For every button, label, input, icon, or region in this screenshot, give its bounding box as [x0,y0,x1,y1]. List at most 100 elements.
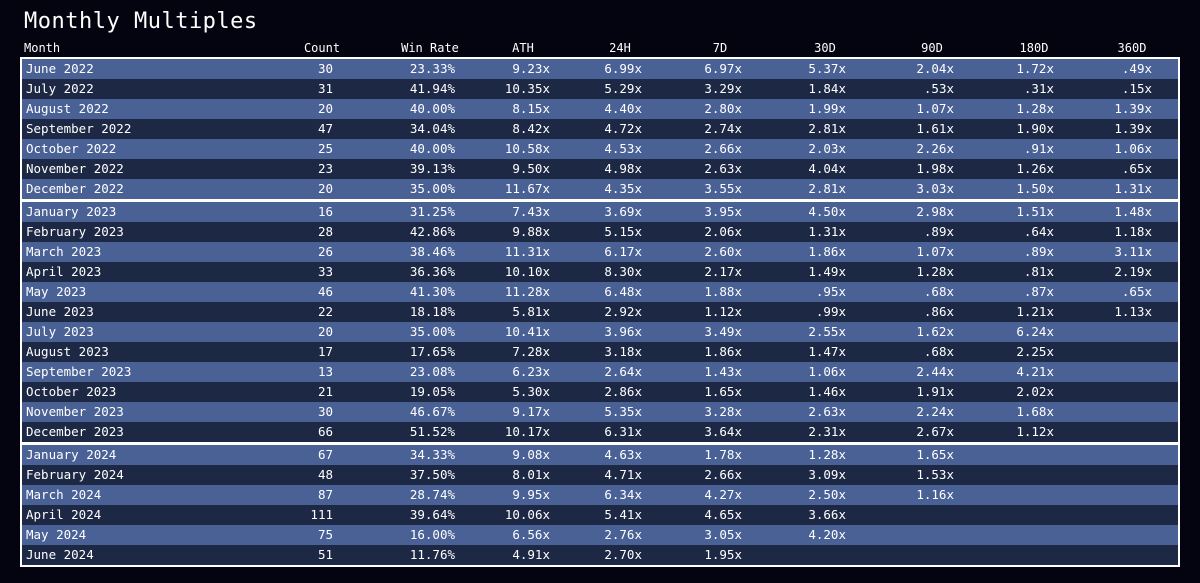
cell-24h: 2.92x [604,304,642,319]
cell-360d: 3.11x [1114,244,1152,259]
cell-24h: 3.18x [604,344,642,359]
cell-90d: 1.62x [916,324,954,339]
table-row: March 2023 26 38.46% 11.31x 6.17x 2.60x 1.86x 1… [22,242,1178,262]
cell-win-rate: 41.94% [409,81,455,96]
cell-7d: 2.74x [704,121,742,136]
cell-30d: .99x [815,304,846,319]
cell-360d: 1.39x [1114,121,1152,136]
cell-month: July 2023 [26,324,94,339]
cell-360d: .49x [1121,61,1152,76]
cell-30d: 1.46x [808,384,846,399]
cell-month: June 2022 [26,61,94,76]
cell-win-rate: 39.13% [409,161,455,176]
cell-win-rate: 35.00% [409,324,455,339]
cell-ath: 6.56x [512,527,550,542]
cell-month: May 2024 [26,527,87,542]
cell-180d: .81x [1023,264,1054,279]
cell-30d: 3.09x [808,467,846,482]
cell-24h: 6.48x [604,284,642,299]
column-header-month: Month [24,41,61,55]
cell-win-rate: 39.64% [409,507,455,522]
cell-7d: 2.66x [704,467,742,482]
cell-ath: 5.30x [512,384,550,399]
cell-count: 66 [317,424,333,439]
cell-count: 22 [317,304,333,319]
cell-180d: 4.21x [1016,364,1054,379]
cell-30d: 1.84x [808,81,846,96]
cell-count: 20 [317,101,333,116]
cell-ath: 6.23x [512,364,550,379]
cell-count: 13 [317,364,333,379]
cell-7d: 3.49x [704,324,742,339]
cell-count: 30 [317,61,333,76]
cell-ath: 11.28x [504,284,550,299]
cell-24h: 3.96x [604,324,642,339]
cell-7d: 6.97x [704,61,742,76]
cell-ath: 9.50x [512,161,550,176]
cell-ath: 10.06x [504,507,550,522]
cell-24h: 4.35x [604,181,642,196]
cell-count: 67 [317,447,333,462]
cell-180d: 1.90x [1016,121,1054,136]
cell-month: April 2023 [26,264,102,279]
cell-count: 31 [317,81,333,96]
cell-7d: 1.88x [704,284,742,299]
cell-month: June 2024 [26,547,94,562]
cell-180d: 6.24x [1016,324,1054,339]
cell-win-rate: 46.67% [409,404,455,419]
cell-180d: 1.21x [1016,304,1054,319]
cell-count: 16 [317,204,333,219]
cell-360d: 1.18x [1114,224,1152,239]
cell-90d: 1.28x [916,264,954,279]
cell-90d: .53x [923,81,954,96]
cell-90d: 2.24x [916,404,954,419]
cell-7d: 2.63x [704,161,742,176]
cell-win-rate: 16.00% [409,527,455,542]
cell-win-rate: 40.00% [409,101,455,116]
cell-7d: 1.95x [704,547,742,562]
cell-win-rate: 42.86% [409,224,455,239]
cell-7d: 2.80x [704,101,742,116]
cell-24h: 2.76x [604,527,642,542]
cell-24h: 5.35x [604,404,642,419]
cell-month: October 2022 [26,141,117,156]
cell-90d: 1.65x [916,447,954,462]
cell-win-rate: 11.76% [409,547,455,562]
cell-7d: 1.86x [704,344,742,359]
cell-180d: .31x [1023,81,1054,96]
cell-90d: 2.67x [916,424,954,439]
table-row: February 2023 28 42.86% 9.88x 5.15x 2.06x 1.31… [22,222,1178,242]
cell-24h: 6.31x [604,424,642,439]
cell-month: July 2022 [26,81,94,96]
cell-month: November 2022 [26,161,124,176]
cell-180d: .91x [1023,141,1054,156]
table-row: July 2022 31 41.94% 10.35x 5.29x 3.29x 1.84x .5… [22,79,1178,99]
cell-count: 47 [317,121,333,136]
cell-360d: 2.19x [1114,264,1152,279]
cell-180d: .64x [1023,224,1054,239]
cell-month: January 2024 [26,447,117,462]
cell-360d: .65x [1121,161,1152,176]
cell-24h: 8.30x [604,264,642,279]
table-row: December 2023 66 51.52% 10.17x 6.31x 3.64x 2.3… [22,422,1178,442]
cell-month: December 2023 [26,424,124,439]
cell-7d: 1.12x [704,304,742,319]
cell-ath: 4.91x [512,547,550,562]
cell-ath: 10.58x [504,141,550,156]
cell-count: 21 [317,384,333,399]
cell-count: 17 [317,344,333,359]
cell-ath: 10.10x [504,264,550,279]
cell-90d: .86x [923,304,954,319]
cell-win-rate: 28.74% [409,487,455,502]
cell-180d: 1.28x [1016,101,1054,116]
cell-win-rate: 34.33% [409,447,455,462]
cell-ath: 5.81x [512,304,550,319]
cell-24h: 2.64x [604,364,642,379]
cell-30d: 2.81x [808,121,846,136]
cell-ath: 9.88x [512,224,550,239]
cell-win-rate: 23.33% [409,61,455,76]
cell-count: 33 [317,264,333,279]
cell-30d: 2.81x [808,181,846,196]
cell-360d: 1.13x [1114,304,1152,319]
table-row: November 2023 30 46.67% 9.17x 5.35x 3.28x 2.63… [22,402,1178,422]
